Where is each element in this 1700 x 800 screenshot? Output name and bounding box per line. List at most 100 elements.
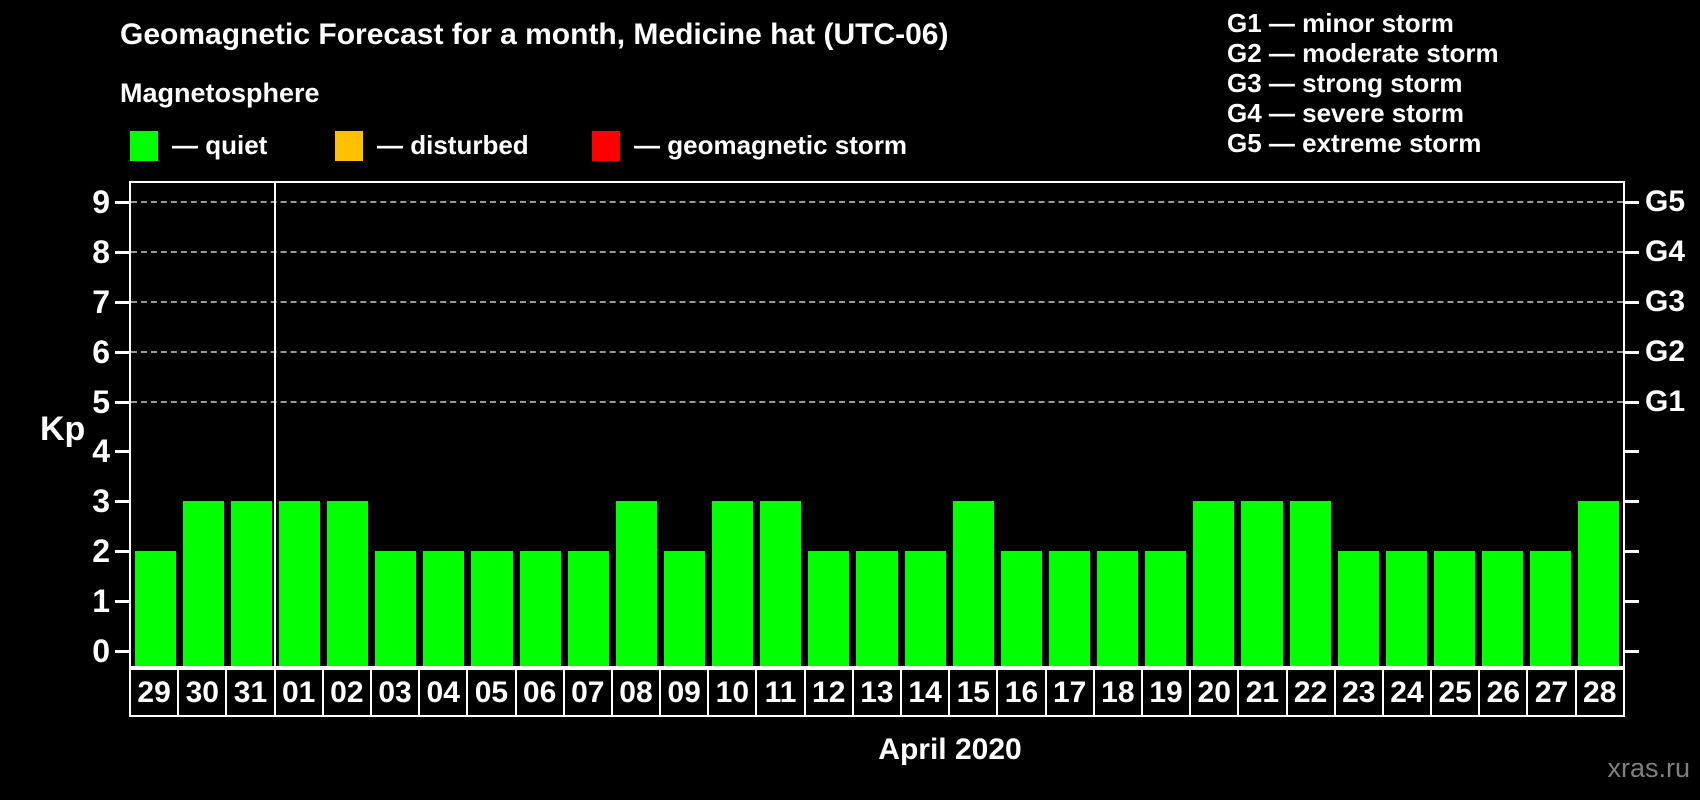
right-tick-6 bbox=[1625, 350, 1639, 354]
storm-color-swatch bbox=[592, 130, 620, 161]
kp-bar-day-23 bbox=[1337, 551, 1379, 666]
kp-bar-day-09 bbox=[663, 551, 706, 666]
gridline-kp7 bbox=[131, 300, 1623, 303]
day-cell-20: 20 bbox=[1191, 670, 1240, 715]
y-axis-label-8: 8 bbox=[92, 233, 110, 270]
day-cell-28: 28 bbox=[1576, 670, 1623, 715]
right-tick-1 bbox=[1625, 600, 1639, 604]
legend-label-disturbed: — disturbed bbox=[377, 130, 529, 160]
day-label-row: 29 30 31 01 02 03 04 05 06 07 08 09 10 11 12 13 14 15 16 17… bbox=[129, 668, 1625, 717]
y-axis-label-5: 5 bbox=[92, 383, 110, 420]
day-cell-11: 11 bbox=[757, 670, 806, 715]
day-cell-31: 31 bbox=[227, 670, 276, 715]
kp-bar-day-05 bbox=[471, 551, 513, 666]
quiet-color-swatch bbox=[130, 130, 158, 161]
kp-bar-day-21 bbox=[1241, 501, 1283, 666]
left-tick-5 bbox=[115, 400, 129, 404]
kp-bar-day-07 bbox=[567, 551, 609, 666]
day-cell-30: 30 bbox=[179, 670, 228, 715]
day-cell-27: 27 bbox=[1528, 670, 1577, 715]
kp-bar-day-02 bbox=[327, 501, 369, 666]
kp-bar-day-04 bbox=[423, 551, 465, 666]
kp-bar-day-13 bbox=[856, 551, 898, 666]
day-cell-12: 12 bbox=[805, 670, 854, 715]
month-separator-line bbox=[274, 183, 276, 666]
legend-item-disturbed: — disturbed bbox=[335, 130, 529, 161]
y-axis-label-6: 6 bbox=[92, 333, 110, 370]
kp-bar-day-18 bbox=[1097, 551, 1139, 666]
legend-label-storm: — geomagnetic storm bbox=[634, 130, 908, 160]
day-cell-14: 14 bbox=[902, 670, 951, 715]
day-cell-05: 05 bbox=[468, 670, 517, 715]
right-tick-0 bbox=[1625, 650, 1639, 653]
day-cell-21: 21 bbox=[1239, 670, 1288, 715]
kp-bar-day-24 bbox=[1385, 551, 1427, 666]
g-axis-label-g5: G5 bbox=[1645, 184, 1686, 218]
right-tick-5 bbox=[1625, 400, 1639, 404]
left-tick-1 bbox=[115, 600, 129, 604]
kp-bar-day-01 bbox=[278, 501, 320, 666]
g-axis-label-g1: G1 bbox=[1645, 384, 1686, 418]
day-cell-06: 06 bbox=[516, 670, 565, 715]
kp-bar-day-10 bbox=[712, 501, 754, 666]
left-tick-6 bbox=[115, 350, 129, 354]
g-axis-label-g4: G4 bbox=[1645, 234, 1686, 268]
left-tick-8 bbox=[115, 250, 129, 254]
kp-bar-day-27 bbox=[1530, 551, 1572, 666]
kp-bar-day-30 bbox=[182, 501, 224, 666]
right-tick-7 bbox=[1625, 300, 1639, 304]
day-cell-04: 04 bbox=[420, 670, 469, 715]
kp-bar-day-28 bbox=[1578, 501, 1620, 666]
y-axis-title: Kp bbox=[40, 410, 86, 448]
y-axis-label-4: 4 bbox=[92, 433, 110, 470]
kp-bar-day-12 bbox=[808, 551, 850, 666]
g-axis-label-g2: G2 bbox=[1645, 334, 1686, 368]
day-cell-18: 18 bbox=[1094, 670, 1143, 715]
day-cell-29: 29 bbox=[131, 670, 180, 715]
day-cell-24: 24 bbox=[1383, 670, 1433, 715]
right-tick-2 bbox=[1625, 550, 1639, 554]
left-tick-3 bbox=[115, 500, 129, 504]
kp-bar-day-11 bbox=[760, 501, 802, 666]
right-tick-3 bbox=[1625, 500, 1639, 504]
y-axis-label-0: 0 bbox=[92, 633, 110, 669]
kp-bar-day-26 bbox=[1482, 551, 1524, 666]
day-cell-26: 26 bbox=[1480, 670, 1529, 715]
left-tick-4 bbox=[115, 450, 129, 454]
day-cell-02: 02 bbox=[323, 670, 372, 715]
day-cell-09: 09 bbox=[661, 670, 710, 715]
g-legend-line-g1: G1 — minor storm bbox=[1227, 8, 1454, 38]
g-legend-line-g5: G5 — extreme storm bbox=[1227, 128, 1482, 158]
day-cell-23: 23 bbox=[1335, 670, 1384, 715]
day-cell-03: 03 bbox=[371, 670, 421, 715]
kp-bar-day-17 bbox=[1048, 551, 1091, 666]
y-axis-label-3: 3 bbox=[92, 483, 110, 520]
day-cell-01: 01 bbox=[275, 670, 324, 715]
day-cell-08: 08 bbox=[612, 670, 662, 715]
legend-item-storm: — geomagnetic storm bbox=[592, 130, 907, 161]
right-tick-8 bbox=[1625, 250, 1639, 254]
kp-bar-day-20 bbox=[1193, 501, 1235, 666]
day-cell-19: 19 bbox=[1142, 670, 1192, 715]
y-axis-label-7: 7 bbox=[92, 283, 110, 320]
disturbed-color-swatch bbox=[335, 130, 363, 161]
kp-bar-day-29 bbox=[134, 551, 176, 666]
kp-bar-day-16 bbox=[1000, 551, 1042, 666]
gridline-kp9 bbox=[131, 200, 1623, 203]
g-legend-line-g4: G4 — severe storm bbox=[1227, 98, 1465, 128]
g-scale-legend: G1 — minor storm G2 — moderate storm G3 … bbox=[1227, 8, 1499, 158]
g-axis-label-g3: G3 bbox=[1645, 284, 1686, 318]
gridline-kp6 bbox=[131, 350, 1623, 353]
left-tick-7 bbox=[115, 300, 129, 304]
day-cell-16: 16 bbox=[998, 670, 1047, 715]
day-cell-13: 13 bbox=[853, 670, 902, 715]
left-tick-0 bbox=[115, 650, 129, 653]
left-tick-9 bbox=[115, 200, 129, 204]
chart-title: Geomagnetic Forecast for a month, Medici… bbox=[120, 18, 949, 51]
magnetosphere-label: Magnetosphere bbox=[120, 78, 320, 108]
right-tick-4 bbox=[1625, 450, 1639, 454]
left-tick-2 bbox=[115, 550, 129, 554]
day-cell-22: 22 bbox=[1287, 670, 1336, 715]
day-cell-10: 10 bbox=[709, 670, 758, 715]
